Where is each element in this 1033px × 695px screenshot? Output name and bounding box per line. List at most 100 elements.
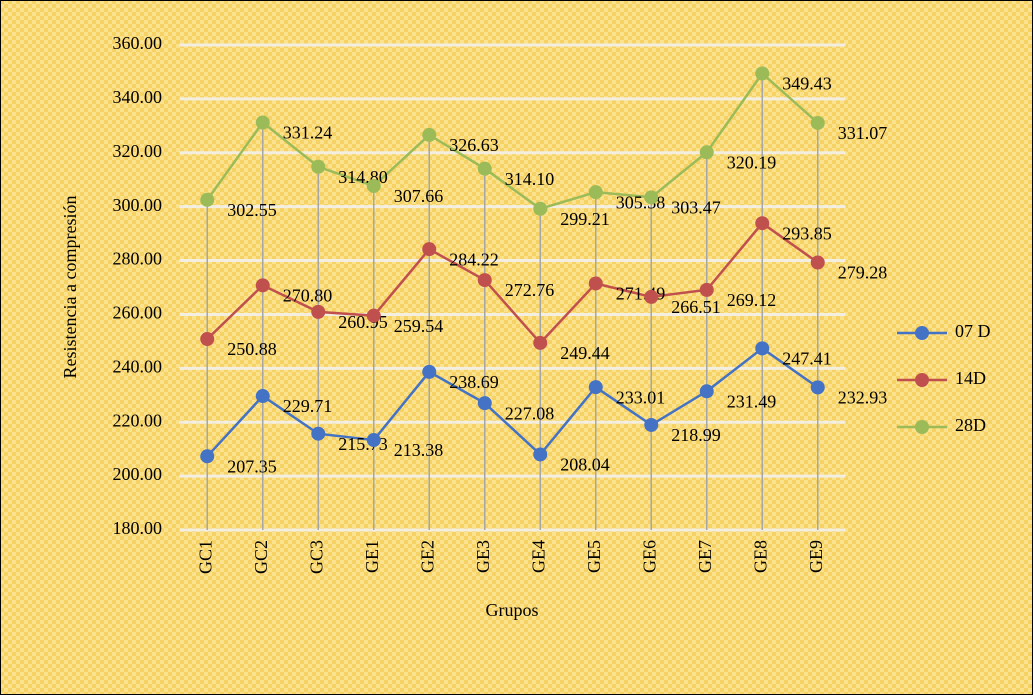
y-axis-title: Resistencia a compresión [60, 196, 80, 379]
data-label: 218.99 [671, 425, 721, 445]
data-point [588, 276, 603, 291]
data-point [810, 380, 825, 395]
data-label: 331.24 [283, 123, 333, 143]
legend-label: 14D [955, 368, 986, 388]
series-line [206, 346, 819, 458]
data-label: 233.01 [616, 387, 666, 407]
data-point [533, 447, 548, 462]
x-tick-label: GC3 [306, 540, 326, 574]
data-point [477, 396, 492, 411]
y-tick-label: 180.00 [113, 518, 163, 538]
data-label: 349.43 [782, 74, 832, 94]
series-line [206, 221, 819, 345]
legend-marker [915, 326, 929, 340]
data-point [755, 66, 770, 81]
data-point [200, 332, 215, 347]
y-tick-label: 260.00 [113, 303, 163, 323]
data-label: 303.47 [671, 197, 721, 217]
data-label: 271.49 [616, 284, 666, 304]
data-point [311, 426, 326, 441]
data-label: 314.10 [505, 169, 555, 189]
x-tick-label: GE4 [528, 540, 548, 573]
data-point [255, 389, 270, 404]
y-tick-label: 240.00 [113, 356, 163, 376]
data-label: 215.73 [338, 434, 388, 454]
data-point [644, 289, 659, 304]
data-label: 326.63 [449, 135, 499, 155]
y-tick-label: 320.00 [113, 141, 163, 161]
x-axis-title: Grupos [486, 600, 539, 620]
x-tick-label: GE9 [806, 540, 826, 573]
data-point [644, 417, 659, 432]
y-tick-label: 220.00 [113, 410, 163, 430]
data-label: 249.44 [560, 343, 610, 363]
data-point [810, 115, 825, 130]
data-point [477, 273, 492, 288]
data-point [699, 384, 714, 399]
data-label: 247.41 [782, 348, 832, 368]
data-label: 270.80 [283, 285, 333, 305]
data-label: 269.12 [727, 290, 777, 310]
data-label: 299.21 [560, 209, 610, 229]
data-point [311, 304, 326, 319]
data-label: 227.08 [505, 403, 555, 423]
x-tick-label: GC1 [195, 540, 215, 574]
data-point [422, 242, 437, 257]
data-point [810, 255, 825, 270]
y-tick-label: 340.00 [113, 87, 163, 107]
data-label: 307.66 [394, 186, 444, 206]
y-tick-label: 360.00 [113, 33, 163, 53]
data-point [588, 380, 603, 395]
data-point [533, 335, 548, 350]
data-point [255, 278, 270, 293]
y-tick-label: 280.00 [113, 249, 163, 269]
x-tick-label: GE6 [639, 540, 659, 573]
data-label: 229.71 [283, 396, 333, 416]
data-label: 259.54 [394, 316, 444, 336]
data-label: 208.04 [560, 455, 610, 475]
data-point [311, 159, 326, 174]
data-label: 213.38 [394, 440, 444, 460]
data-label: 266.51 [671, 297, 721, 317]
data-label: 331.07 [838, 123, 888, 143]
x-tick-label: GC2 [251, 540, 271, 574]
data-point [200, 192, 215, 207]
data-label: 302.55 [227, 200, 277, 220]
data-point [755, 216, 770, 231]
x-tick-label: GE8 [750, 540, 770, 573]
data-label: 232.93 [838, 388, 888, 408]
data-label: 231.49 [727, 391, 777, 411]
data-label: 320.19 [727, 152, 777, 172]
data-point [366, 308, 381, 323]
y-tick-label: 300.00 [113, 195, 163, 215]
y-tick-label: 200.00 [113, 464, 163, 484]
data-point [477, 161, 492, 176]
data-label: 279.28 [838, 263, 888, 283]
data-point [699, 145, 714, 160]
data-label: 207.35 [227, 456, 277, 476]
x-tick-label: GE3 [473, 540, 493, 573]
x-tick-label: GE7 [695, 540, 715, 573]
data-point [699, 282, 714, 297]
legend-label: 28D [955, 415, 986, 435]
data-point [422, 127, 437, 142]
series-line [206, 71, 819, 211]
data-point [366, 433, 381, 448]
data-label: 272.76 [505, 280, 555, 300]
legend-marker [915, 373, 929, 387]
data-point [422, 364, 437, 379]
data-point [533, 201, 548, 216]
data-label: 284.22 [449, 249, 499, 269]
data-label: 250.88 [227, 339, 277, 359]
data-label: 238.69 [449, 372, 499, 392]
legend-label: 07 D [955, 321, 991, 341]
data-point [588, 185, 603, 200]
data-point [366, 179, 381, 194]
x-tick-label: GE2 [417, 540, 437, 573]
data-point [200, 449, 215, 464]
data-point [255, 115, 270, 130]
data-point [644, 190, 659, 205]
x-tick-label: GE5 [584, 540, 604, 573]
